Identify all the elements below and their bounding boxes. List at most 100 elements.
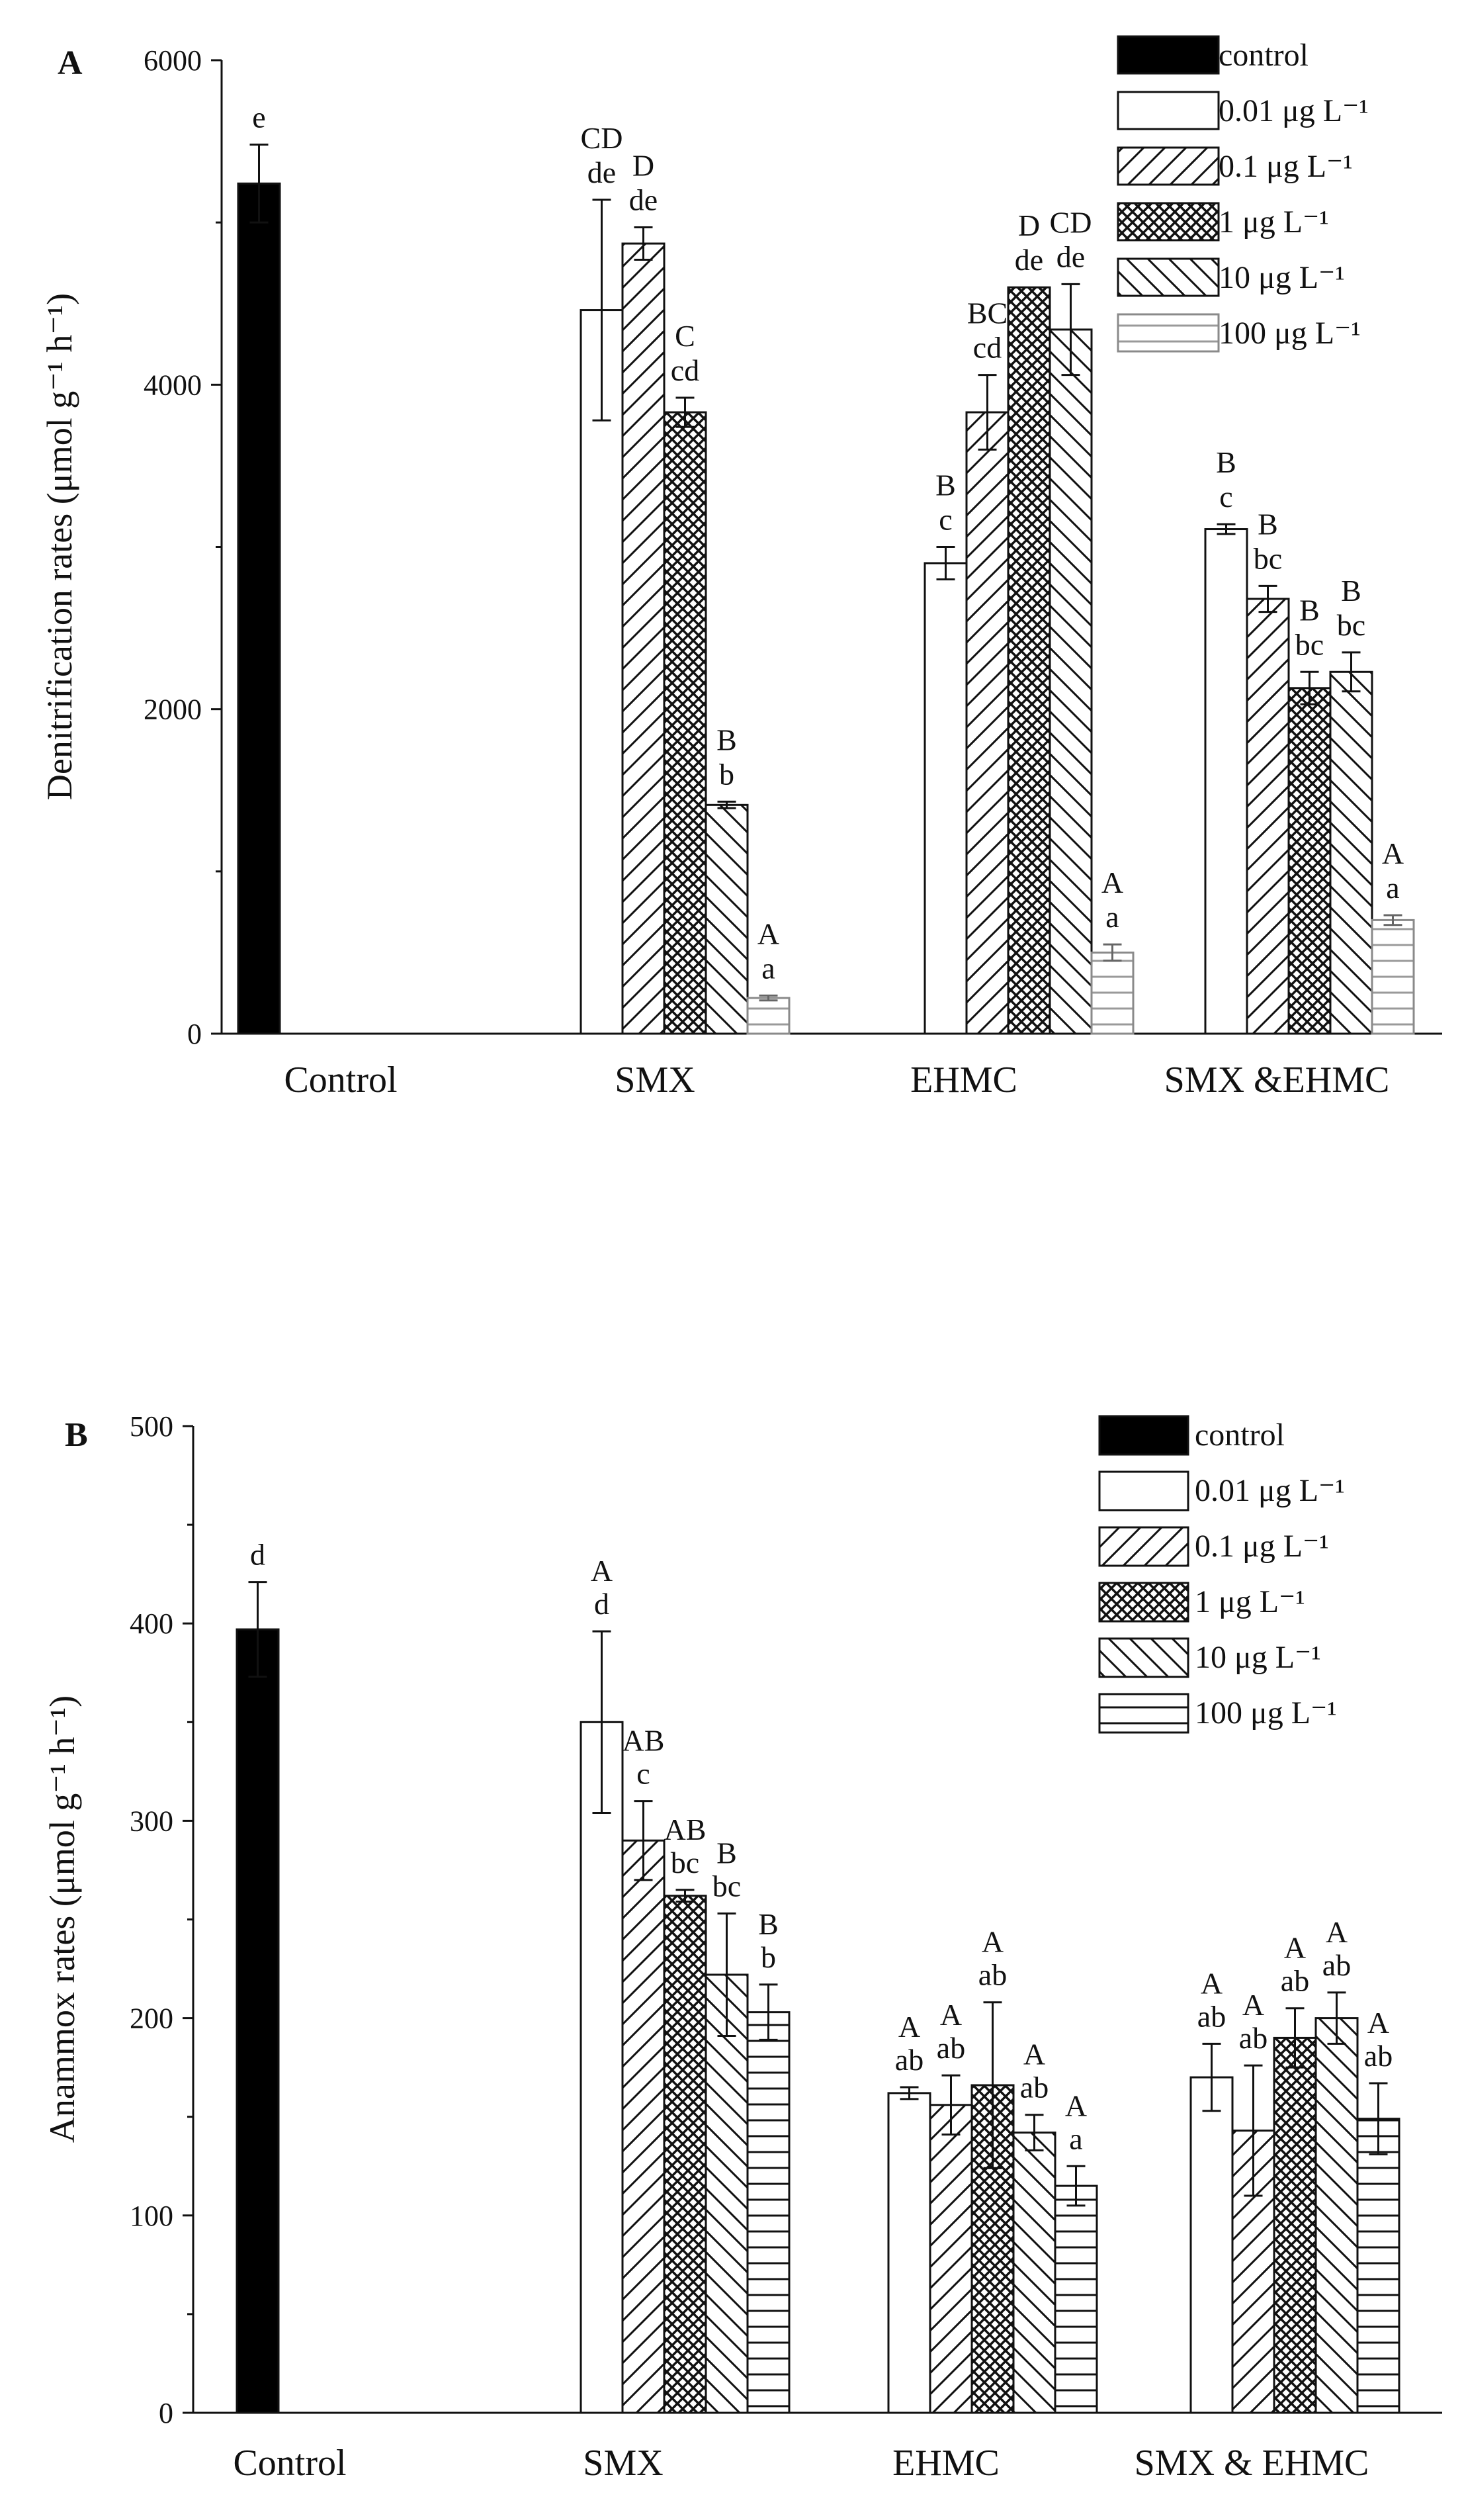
panel-b-significance-label: ab	[937, 2031, 965, 2065]
panel-a-significance-label: bc	[1337, 608, 1365, 642]
panel-b-bar-smx-ehmc-0.01	[1189, 2076, 1234, 2414]
panel-a-significance-label: e	[252, 100, 265, 134]
panel-a-y-tick-label: 2000	[144, 694, 202, 726]
panel-b-significance-label: A	[591, 1554, 613, 1588]
panel-b-bar-smx-ehmc-1	[1273, 2036, 1317, 2414]
panel-b-significance-label: A	[1201, 1966, 1223, 2000]
panel-a-bar-control-control	[237, 182, 281, 1035]
panel-b-significance-label: d	[250, 1538, 265, 1572]
panel-b-significance-label: ab	[1281, 1964, 1309, 1998]
panel-a-significance-label: B	[1258, 507, 1278, 541]
panel-a-y-tick-label: 6000	[144, 44, 202, 77]
panel-b-category-label: SMX & EHMC	[1135, 2443, 1369, 2484]
panel-b-significance-label: ab	[1020, 2071, 1049, 2104]
panel-a-significance-label: BC	[967, 296, 1008, 330]
panel-b-legend-label: 10 μg L⁻¹	[1195, 1640, 1321, 1675]
panel-b-legend-label: control	[1195, 1418, 1285, 1453]
panel-b-significance-label: AB	[664, 1813, 707, 1846]
panel-b-y-axis-label: Anammox rates (μmol g⁻¹ h⁻¹)	[42, 1695, 82, 2143]
panel-a-category-label: SMX	[615, 1059, 695, 1101]
panel-b-significance-label: c	[636, 1757, 650, 1791]
panel-b-bar-smx-0.01	[580, 1721, 624, 2414]
panel-a-significance-label: B	[716, 723, 737, 756]
panel-a-legend-swatch	[1117, 91, 1220, 130]
panel-a-category-label: EHMC	[910, 1059, 1017, 1101]
panel-a-y-tick-label: 0	[187, 1018, 202, 1050]
panel-b-legend-swatch	[1098, 1637, 1189, 1678]
panel-a-chart: A 0 2000 4000 6000 Denitrification rates (μmo…	[40, 35, 1442, 1101]
panel-b-bar-ehmc-100	[1054, 2184, 1098, 2414]
panel-a-category-label: Control	[284, 1059, 397, 1101]
panel-a-legend-swatch	[1117, 202, 1220, 242]
panel-a-significance-label: A	[1101, 866, 1123, 899]
panel-b-legend-swatch	[1098, 1693, 1189, 1734]
panel-b-significance-label: ab	[978, 1958, 1007, 1992]
panel-a-bar-ehmc-100	[1090, 951, 1135, 1035]
panel-a-significance-label: c	[939, 503, 952, 537]
panel-a-significance-label: D	[632, 149, 654, 183]
panel-b-significance-label: B	[716, 1836, 737, 1870]
panel-a-significance-label: B	[1341, 574, 1361, 608]
panel-b-significance-label: A	[898, 2010, 920, 2044]
panel-a-significance-label: de	[587, 156, 616, 189]
panel-a-significance-label: b	[719, 757, 734, 791]
panel-b-bar-smx-ehmc-100	[1356, 2118, 1400, 2414]
panel-a-significance-label: B	[1299, 593, 1320, 627]
panel-a-bar-ehmc-10	[1049, 328, 1093, 1035]
panel-a-y-tick-label: 4000	[144, 369, 202, 401]
panel-b-significance-label: bc	[671, 1846, 699, 1879]
panel-b-significance-label: AB	[623, 1724, 665, 1758]
panel-b-significance-label: b	[761, 1940, 776, 1974]
panel-b-significance-label: ab	[895, 2043, 924, 2077]
panel-b-significance-label: bc	[712, 1869, 741, 1903]
panel-b-significance-label: A	[1023, 2038, 1045, 2071]
panel-a-significance-label: c	[1219, 480, 1232, 514]
panel-b-legend-label: 1 μg L⁻¹	[1195, 1584, 1305, 1619]
panel-b-legend-label: 100 μg L⁻¹	[1195, 1695, 1337, 1731]
panel-b-significance-label: A	[1284, 1931, 1306, 1965]
panel-b-bar-control-control	[236, 1628, 280, 2414]
panel-a-significance-label: de	[1056, 240, 1085, 273]
panel-a-significance-label: A	[1382, 836, 1404, 870]
panel-a-significance-label: CD	[581, 121, 623, 155]
panel-b-significance-label: B	[758, 1907, 779, 1941]
panel-b-category-label: SMX	[583, 2443, 663, 2484]
panel-a-legend-swatch	[1117, 35, 1220, 75]
panel-b-significance-label: A	[1367, 2006, 1389, 2040]
panel-a-bar-smx-ehmc-10	[1329, 670, 1373, 1035]
panel-a-legend-swatch	[1117, 257, 1220, 297]
panel-a-legend-swatch	[1117, 313, 1220, 353]
panel-a-letter: A	[58, 44, 83, 82]
panel-a-significance-label: bc	[1254, 541, 1282, 575]
panel-b-category-label: Control	[233, 2443, 346, 2484]
panel-a-significance-label: B	[935, 469, 956, 502]
panel-a-significance-label: A	[757, 917, 779, 950]
panel-a-significance-label: bc	[1295, 627, 1324, 661]
panel-b-legend-label: 0.01 μg L⁻¹	[1195, 1473, 1345, 1508]
panel-b-y-tick-label: 100	[130, 2200, 173, 2232]
panel-a-significance-label: a	[1386, 871, 1399, 905]
panel-a-bar-ehmc-1	[1007, 286, 1051, 1035]
panel-b-bar-ehmc-0.1	[929, 2104, 973, 2414]
panel-a-bar-smx-ehmc-0.01	[1204, 528, 1248, 1035]
panel-a-significance-label: C	[675, 319, 695, 353]
panel-a-bar-smx-ehmc-0.1	[1246, 598, 1290, 1035]
panel-b-significance-label: ab	[1197, 1999, 1226, 2033]
panel-b-bar-smx-10	[705, 1973, 749, 2414]
panel-a-legend-label: 0.01 μg L⁻¹	[1219, 93, 1369, 128]
panel-b-y-tick-label: 400	[130, 1607, 173, 1640]
panel-b-bar-smx-100	[746, 2011, 791, 2414]
panel-a-legend-label: 0.1 μg L⁻¹	[1219, 149, 1353, 184]
panel-b-y-tick-label: 300	[130, 1805, 173, 1837]
panel-b-legend-swatch	[1098, 1415, 1189, 1456]
panel-b-significance-label: d	[594, 1587, 609, 1621]
panel-a-legend-label: 10 μg L⁻¹	[1219, 260, 1345, 295]
panel-a-significance-label: a	[761, 951, 775, 985]
panel-b-y-tick-label: 0	[159, 2397, 173, 2429]
panel-a-significance-label: a	[1105, 900, 1119, 934]
panel-b-significance-label: A	[940, 1998, 962, 2032]
panel-a-legend-label: 1 μg L⁻¹	[1219, 204, 1329, 240]
panel-b-significance-label: A	[982, 1925, 1004, 1959]
panel-a-significance-label: CD	[1050, 205, 1092, 239]
